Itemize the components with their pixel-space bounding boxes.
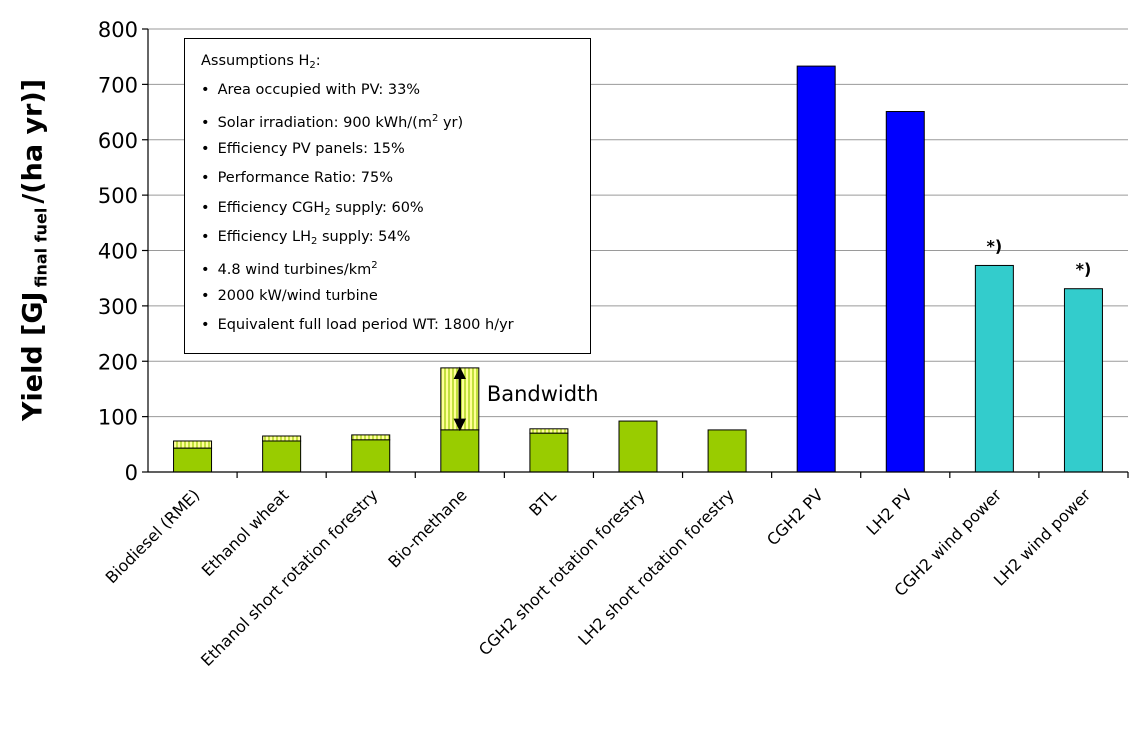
bar	[351, 439, 391, 473]
x-tick-label: Ethanol wheat	[198, 485, 293, 580]
assumptions-list: Area occupied with PV: 33%Solar irradiat…	[201, 80, 590, 345]
axes	[142, 28, 1129, 478]
assumptions-title: Assumptions H2:	[201, 53, 321, 71]
bars: *) *)	[173, 65, 1103, 473]
bar	[885, 111, 925, 473]
x-tick-label: Bio-methane	[384, 485, 470, 571]
y-tick-label: 800	[98, 18, 138, 42]
bandwidth-label: Bandwidth	[487, 382, 599, 406]
y-tick-label: 300	[98, 295, 138, 319]
assumption-item: Performance Ratio: 75%	[201, 168, 590, 197]
assumption-item: Equivalent full load period WT: 1800 h/y…	[201, 315, 590, 344]
bar-data-label: *)	[1076, 260, 1092, 279]
y-tick-label: 600	[98, 129, 138, 153]
assumption-item: Efficiency CGH2 supply: 60%	[201, 198, 590, 227]
bandwidth-bar	[173, 440, 213, 449]
bar	[440, 429, 480, 473]
assumption-item: 4.8 wind turbines/km2	[201, 256, 590, 285]
x-tick-label: CGH2 short rotation forestry	[475, 485, 649, 659]
y-axis-title-main: Yield [GJ	[17, 291, 49, 422]
bandwidth-bar	[262, 435, 302, 442]
x-tick-label: Biodiesel (RME)	[102, 485, 204, 587]
bandwidth-bar	[351, 434, 391, 441]
x-tick-label: CGH2 PV	[763, 485, 827, 549]
y-tick-label: 0	[125, 461, 138, 485]
bar	[529, 432, 569, 473]
bar	[618, 420, 658, 473]
bandwidth-annotation: Bandwidth	[453, 366, 599, 432]
assumption-item: Efficiency PV panels: 15%	[201, 139, 590, 168]
y-tick-label: 400	[98, 240, 138, 264]
bar	[796, 65, 836, 473]
bar	[974, 264, 1014, 473]
x-tick-label: LH2 short rotation forestry	[574, 485, 738, 649]
y-axis-title-tail: /(ha yr)]	[17, 78, 49, 204]
y-axis-title-sub: final fuel	[31, 207, 51, 288]
y-tick-label: 100	[98, 406, 138, 430]
bar	[173, 447, 213, 473]
assumptions-box: Assumptions H2: Area occupied with PV: 3…	[184, 38, 591, 354]
bar-data-label: *)	[987, 236, 1003, 255]
assumption-item: Area occupied with PV: 33%	[201, 80, 590, 109]
bar	[707, 429, 747, 473]
bar	[262, 440, 302, 473]
assumption-item: Solar irradiation: 900 kWh/(m2 yr)	[201, 109, 590, 138]
y-tick-label: 700	[98, 73, 138, 97]
assumption-item: 2000 kW/wind turbine	[201, 286, 590, 315]
assumption-item: Efficiency LH2 supply: 54%	[201, 227, 590, 256]
x-tick-label: Ethanol short rotation forestry	[197, 485, 382, 670]
bandwidth-bar	[529, 428, 569, 434]
y-tick-label: 200	[98, 350, 138, 374]
x-tick-label: LH2 wind power	[990, 485, 1095, 590]
y-tick-labels: 0 100 200 300 400 500 600 700 800	[98, 18, 138, 485]
x-tick-label: LH2 PV	[862, 485, 916, 539]
y-tick-label: 500	[98, 184, 138, 208]
x-tick-label: BTL	[525, 485, 559, 519]
bar	[1063, 288, 1103, 473]
y-axis-title: Yield [GJ final fuel /(ha yr)]	[8, 10, 58, 490]
